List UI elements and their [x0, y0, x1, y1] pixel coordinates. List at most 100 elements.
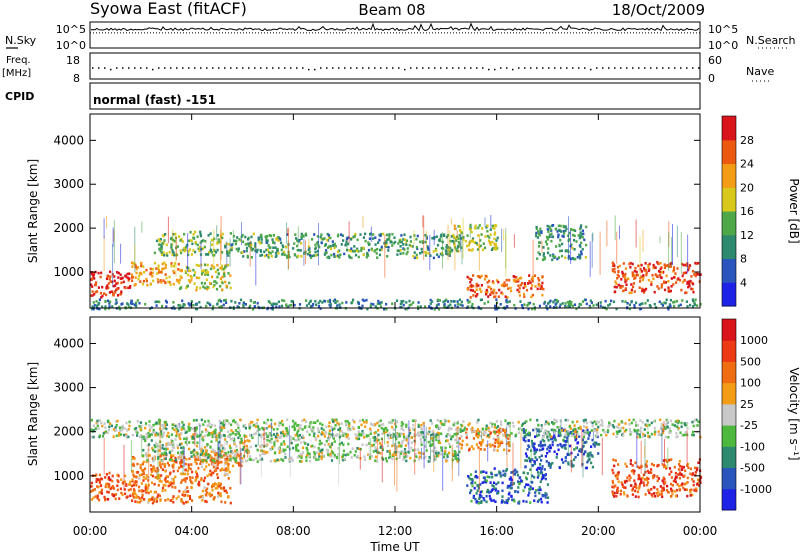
- range-cell: [549, 446, 552, 450]
- range-cell: [622, 289, 625, 293]
- range-cell: [629, 459, 632, 462]
- range-cell: [291, 425, 294, 429]
- range-cell: [143, 271, 146, 274]
- range-cell: [285, 254, 289, 258]
- range-cell: [172, 469, 175, 473]
- range-cell: [313, 233, 316, 236]
- range-cell: [95, 281, 98, 284]
- range-cell: [518, 482, 521, 486]
- range-cell: [311, 238, 314, 241]
- scatter-stroke: [642, 229, 644, 252]
- range-cell: [670, 470, 673, 474]
- range-cell: [178, 466, 181, 470]
- cpid-value: normal (fast) -151: [93, 93, 216, 107]
- range-cell: [348, 424, 351, 427]
- range-cell: [166, 475, 169, 478]
- range-cell: [131, 484, 134, 488]
- range-cell: [653, 265, 656, 269]
- range-cell: [456, 421, 459, 425]
- range-cell: [315, 451, 318, 454]
- range-cell: [96, 290, 99, 293]
- range-cell: [212, 483, 215, 486]
- range-cell: [585, 225, 588, 229]
- range-cell: [188, 441, 191, 444]
- range-cell: [578, 236, 581, 240]
- range-cell: [377, 241, 380, 244]
- range-cell: [157, 484, 160, 487]
- range-cell: [424, 254, 428, 257]
- range-cell: [191, 450, 194, 454]
- range-cell: [458, 244, 461, 247]
- range-cell: [643, 478, 646, 481]
- range-cell: [283, 433, 286, 436]
- range-cell: [467, 423, 470, 427]
- range-cell: [480, 233, 483, 236]
- range-cell: [106, 431, 109, 435]
- range-cell: [559, 303, 562, 306]
- range-cell: [499, 475, 502, 478]
- range-cell: [692, 483, 695, 487]
- range-cell: [489, 445, 492, 448]
- range-cell: [551, 258, 554, 262]
- range-cell: [487, 426, 490, 430]
- range-cell: [548, 235, 551, 239]
- range-cell: [634, 266, 637, 270]
- range-cell: [199, 286, 202, 290]
- range-cell: [648, 435, 651, 439]
- range-cell: [142, 479, 145, 482]
- range-cell: [185, 490, 188, 494]
- range-cell: [107, 498, 110, 501]
- range-cell: [471, 484, 474, 488]
- range-cell: [376, 460, 379, 463]
- range-cell: [188, 476, 192, 479]
- range-cell: [581, 229, 584, 233]
- range-cell: [569, 431, 572, 434]
- range-cell: [679, 303, 682, 307]
- range-cell: [99, 477, 103, 481]
- range-cell: [544, 477, 547, 481]
- range-cell: [403, 438, 406, 441]
- range-cell: [90, 485, 93, 488]
- range-cell: [547, 464, 550, 467]
- range-cell: [139, 463, 142, 467]
- range-cell: [129, 285, 132, 288]
- range-cell: [405, 243, 408, 246]
- range-cell: [468, 476, 471, 480]
- range-cell: [216, 263, 219, 267]
- range-cell: [224, 298, 227, 302]
- range-cell: [469, 239, 473, 243]
- range-cell: [148, 443, 151, 446]
- range-cell: [204, 459, 207, 462]
- range-cell: [639, 280, 642, 283]
- range-cell: [489, 243, 492, 246]
- range-cell: [200, 477, 203, 480]
- range-cell: [453, 227, 457, 231]
- range-cell: [238, 463, 241, 467]
- range-cell: [677, 427, 680, 430]
- range-cell: [384, 241, 387, 244]
- range-cell: [351, 249, 354, 253]
- range-cell: [282, 459, 285, 462]
- range-cell: [692, 290, 695, 294]
- range-cell: [344, 243, 347, 246]
- range-cell: [90, 307, 94, 311]
- range-cell: [640, 481, 643, 484]
- range-cell: [556, 257, 559, 261]
- range-cell: [207, 456, 210, 459]
- range-cell: [105, 473, 108, 476]
- range-cell: [91, 290, 94, 293]
- range-cell: [687, 268, 690, 272]
- range-cell: [691, 287, 694, 291]
- range-cell: [220, 427, 223, 431]
- range-cell: [492, 289, 495, 292]
- range-cell: [204, 253, 208, 256]
- range-cell: [415, 455, 418, 458]
- range-cell: [219, 266, 222, 270]
- range-cell: [265, 237, 268, 240]
- range-cell: [176, 444, 179, 448]
- velocity-heatmap: [90, 418, 703, 505]
- freq-point: [326, 67, 328, 69]
- range-cell: [691, 433, 694, 437]
- range-cell: [184, 441, 187, 444]
- range-cell: [131, 492, 134, 496]
